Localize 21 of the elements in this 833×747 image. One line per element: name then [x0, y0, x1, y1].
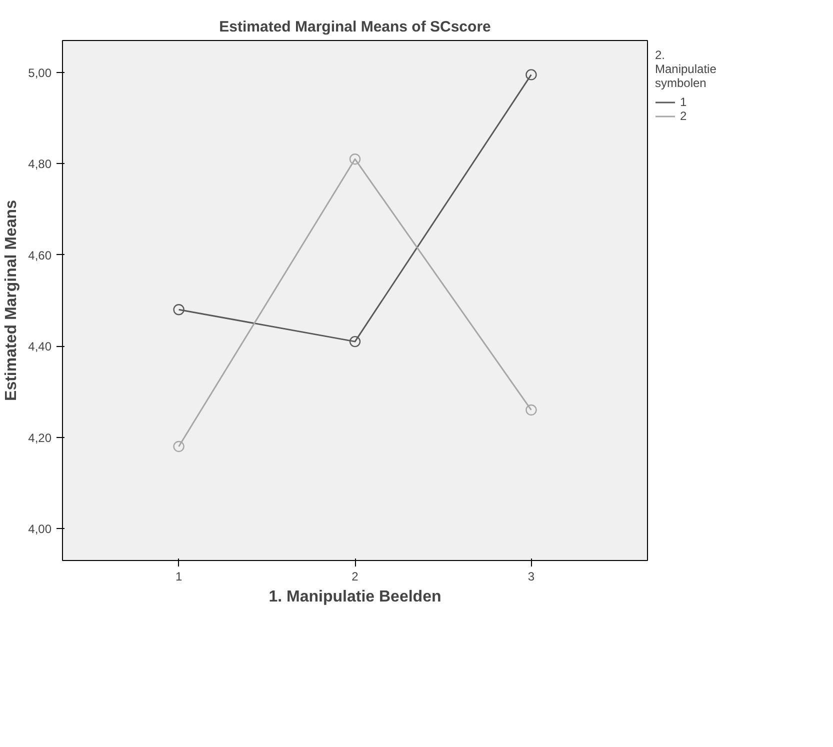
- legend-title: 2. Manipulatie symbolen: [655, 48, 716, 90]
- point: [349, 154, 361, 165]
- chart-title: Estimated Marginal Means of SCscore: [219, 18, 491, 36]
- point: [173, 304, 184, 316]
- x-tick-label: 2: [352, 570, 359, 584]
- x-tick-label: 1: [175, 570, 182, 584]
- y-tick-label: 4,60: [28, 248, 52, 262]
- point: [349, 336, 361, 348]
- x-axis-title: 1. Manipulatie Beelden: [268, 588, 442, 606]
- y-tick-label: 5,00: [28, 66, 52, 80]
- y-tick-label: 4,20: [28, 430, 52, 445]
- point: [173, 440, 184, 452]
- y-axis-title: Estimated Marginal Means: [3, 200, 20, 401]
- point: [526, 69, 537, 80]
- y-tick-label: 4,00: [28, 522, 52, 536]
- point: [526, 404, 537, 416]
- legend-label: 1: [680, 95, 688, 109]
- legend-label: 2: [680, 109, 688, 123]
- x-tick-label: 3: [528, 570, 535, 584]
- y-tick-label: 4,40: [28, 340, 52, 354]
- y-tick-label: 4,80: [28, 157, 52, 172]
